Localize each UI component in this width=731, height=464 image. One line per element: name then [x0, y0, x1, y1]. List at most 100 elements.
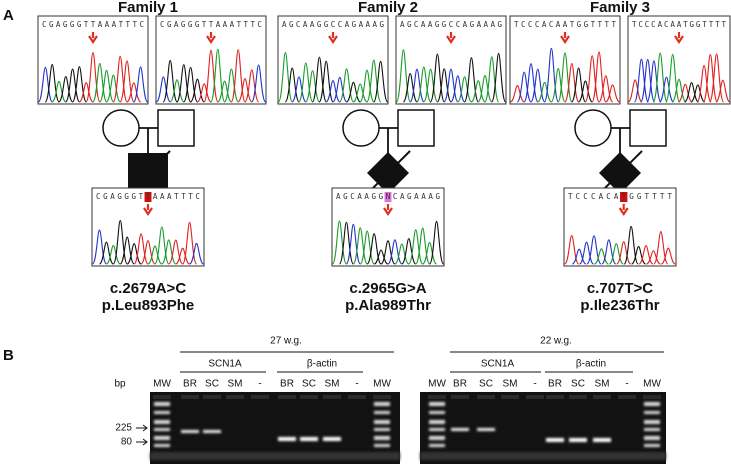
trace-peak	[702, 53, 718, 103]
trace-peak	[408, 229, 424, 265]
arrow	[88, 32, 98, 44]
ladder-band	[429, 436, 445, 440]
arrow	[328, 32, 338, 44]
trace-peak	[339, 68, 355, 103]
band	[546, 438, 564, 442]
trace-peak	[305, 70, 321, 103]
lane-label: BR	[453, 379, 467, 390]
ladder-band	[644, 428, 660, 431]
trace-peak	[601, 239, 617, 265]
trace-peak	[665, 53, 681, 103]
sequence: TCCCACAATGGTTTT	[632, 20, 726, 29]
trace-peak	[71, 66, 87, 103]
well	[477, 395, 495, 399]
trace-peak	[661, 247, 676, 265]
arrow	[674, 32, 684, 44]
trace-peak	[422, 242, 437, 265]
trace-peak	[126, 243, 142, 265]
family-title: Family 2	[358, 0, 418, 16]
arrow	[446, 32, 456, 44]
trace-peak	[99, 241, 114, 265]
chromatogram-frame	[395, 15, 507, 105]
trace-peak	[652, 52, 668, 103]
trace-peak	[99, 69, 115, 103]
trace-peak	[550, 68, 566, 103]
trace-peak	[58, 76, 74, 103]
trace-peak	[373, 60, 389, 103]
band	[323, 437, 341, 441]
trace-peak	[92, 62, 108, 103]
trace-peak	[346, 81, 361, 103]
trace-peak	[429, 53, 445, 103]
trace-peak	[436, 68, 452, 103]
male	[629, 109, 667, 147]
trace-peak	[126, 82, 142, 103]
sequence: CGAGGGTTAAATTTC	[42, 20, 144, 29]
trace-peak	[168, 239, 184, 265]
trace-peak	[189, 242, 204, 265]
trace-peak	[443, 68, 459, 103]
trace-peak	[450, 75, 466, 103]
band	[569, 438, 587, 442]
trace-peak	[318, 60, 334, 103]
lane-label: SC	[302, 379, 316, 390]
trace-peak	[190, 78, 205, 103]
trace-peak	[161, 239, 177, 265]
size-marker: 80	[121, 437, 133, 448]
gene-label: SCN1A	[481, 359, 515, 370]
lane-label: SM	[595, 379, 610, 390]
well	[618, 395, 636, 399]
trace-peak	[244, 69, 260, 103]
ladder-band	[154, 402, 170, 406]
mutation-highlight	[384, 192, 392, 202]
ladder-band	[154, 420, 170, 424]
trace-peak	[395, 49, 411, 103]
well	[226, 395, 244, 399]
trace-peak	[571, 248, 587, 265]
trace-peak	[530, 68, 546, 103]
trace-peak	[203, 49, 219, 103]
trace-peak	[543, 47, 559, 103]
trace-peak	[594, 248, 609, 265]
trace-peak	[428, 220, 445, 265]
trace-peak	[516, 71, 532, 103]
trace-peak	[627, 79, 643, 103]
lane-label: MW	[428, 379, 446, 390]
trace-peak	[484, 56, 500, 103]
lane-label: SM	[503, 379, 518, 390]
trace-peak	[106, 245, 121, 265]
trace-peak	[105, 74, 121, 103]
well	[278, 395, 296, 399]
lane-label: SM	[228, 379, 243, 390]
arrow	[383, 204, 393, 216]
trace-peak	[37, 66, 53, 103]
trace-peak	[646, 250, 661, 265]
trace-peak	[277, 51, 293, 103]
trace-peak	[690, 84, 706, 103]
trace-peak	[584, 55, 600, 103]
well	[203, 395, 221, 399]
trace-peak	[352, 83, 368, 103]
trace-peak	[78, 82, 94, 103]
gel-age: 27 w.g.	[270, 336, 302, 347]
control-label: β-actin	[307, 359, 337, 370]
ladder-band	[154, 444, 170, 447]
protein-change: p.Ala989Thr	[345, 297, 431, 314]
size-marker: 225	[115, 423, 132, 434]
lane-label: -	[625, 379, 628, 390]
protein-change: p.Ile236Thr	[580, 297, 659, 314]
trace-peak	[154, 226, 170, 265]
trace-peak	[183, 66, 199, 103]
sequence: AGCAAGGCCAGAAAG	[400, 20, 502, 29]
female	[102, 109, 140, 147]
trace-peak	[470, 80, 486, 103]
lane-label: SC	[571, 379, 585, 390]
lane-label: -	[533, 379, 536, 390]
arrow	[560, 32, 570, 44]
trace-peak	[409, 68, 425, 103]
trace-peak	[112, 219, 128, 265]
lane-label: -	[355, 379, 358, 390]
well	[323, 395, 341, 399]
ladder-band	[644, 420, 660, 424]
